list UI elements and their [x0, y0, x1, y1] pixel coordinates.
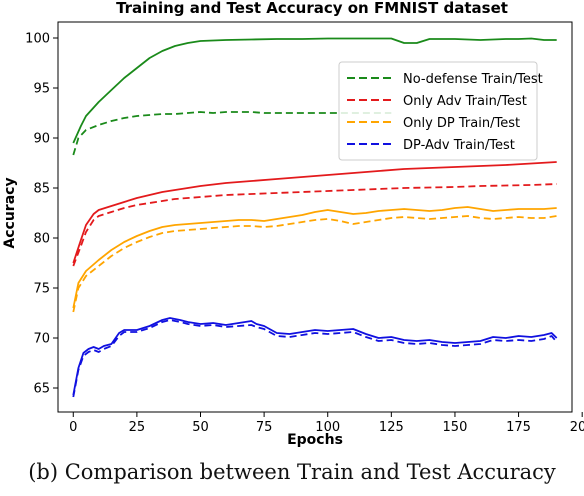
- x-tick-label: 175: [506, 420, 531, 435]
- series-line-6-train: [72, 317, 558, 396]
- y-axis-label: Accuracy: [2, 177, 18, 248]
- x-tick-label: 125: [379, 420, 404, 435]
- x-tick-label: 100: [315, 420, 340, 435]
- x-tick-label: 200: [570, 420, 584, 435]
- chart-title: Training and Test Accuracy on FMNIST dat…: [116, 0, 508, 17]
- y-tick-label: 70: [33, 332, 50, 347]
- y-tick-label: 65: [33, 382, 50, 397]
- y-tick-label: 85: [33, 182, 50, 197]
- x-axis-label: Epochs: [287, 432, 343, 448]
- series-layer: [72, 37, 558, 398]
- axes-frame: [57, 21, 573, 413]
- series-line-1-test: [72, 111, 392, 156]
- y-tick-label: 75: [33, 282, 50, 297]
- x-tick-label: 25: [129, 420, 146, 435]
- series-line-7-test: [72, 319, 558, 398]
- y-tick-label: 95: [33, 82, 50, 97]
- y-tick-label: 100: [25, 32, 50, 47]
- y-tick-label: 80: [33, 232, 50, 247]
- legend-label: Only Adv Train/Test: [403, 94, 527, 109]
- x-tick-label: 150: [443, 420, 468, 435]
- legend-label: No-defense Train/Test: [403, 72, 543, 87]
- y-tick-label: 90: [33, 132, 50, 147]
- accuracy-line-chart: Training and Test Accuracy on FMNIST dat…: [2, 0, 584, 448]
- figure-caption: (b) Comparison between Train and Test Ac…: [28, 460, 556, 484]
- series-line-0-train: [72, 37, 557, 144]
- series-line-3-test: [72, 183, 557, 267]
- series-line-4-train: [72, 206, 557, 309]
- legend-label: DP-Adv Train/Test: [403, 138, 515, 153]
- legend-box: [338, 61, 538, 161]
- axes-layer: 0 25 50 75 100 125 150 175 200 65 70 75 80 85 90 95 100: [25, 21, 584, 435]
- legend: No-defense Train/Test Only Adv Train/Test…: [338, 61, 543, 161]
- x-tick-label: 50: [192, 420, 209, 435]
- x-tick-label: 75: [256, 420, 273, 435]
- series-line-5-test: [72, 215, 557, 313]
- x-tick-label: 0: [69, 420, 77, 435]
- series-line-2-train: [72, 161, 557, 264]
- legend-label: Only DP Train/Test: [403, 116, 520, 131]
